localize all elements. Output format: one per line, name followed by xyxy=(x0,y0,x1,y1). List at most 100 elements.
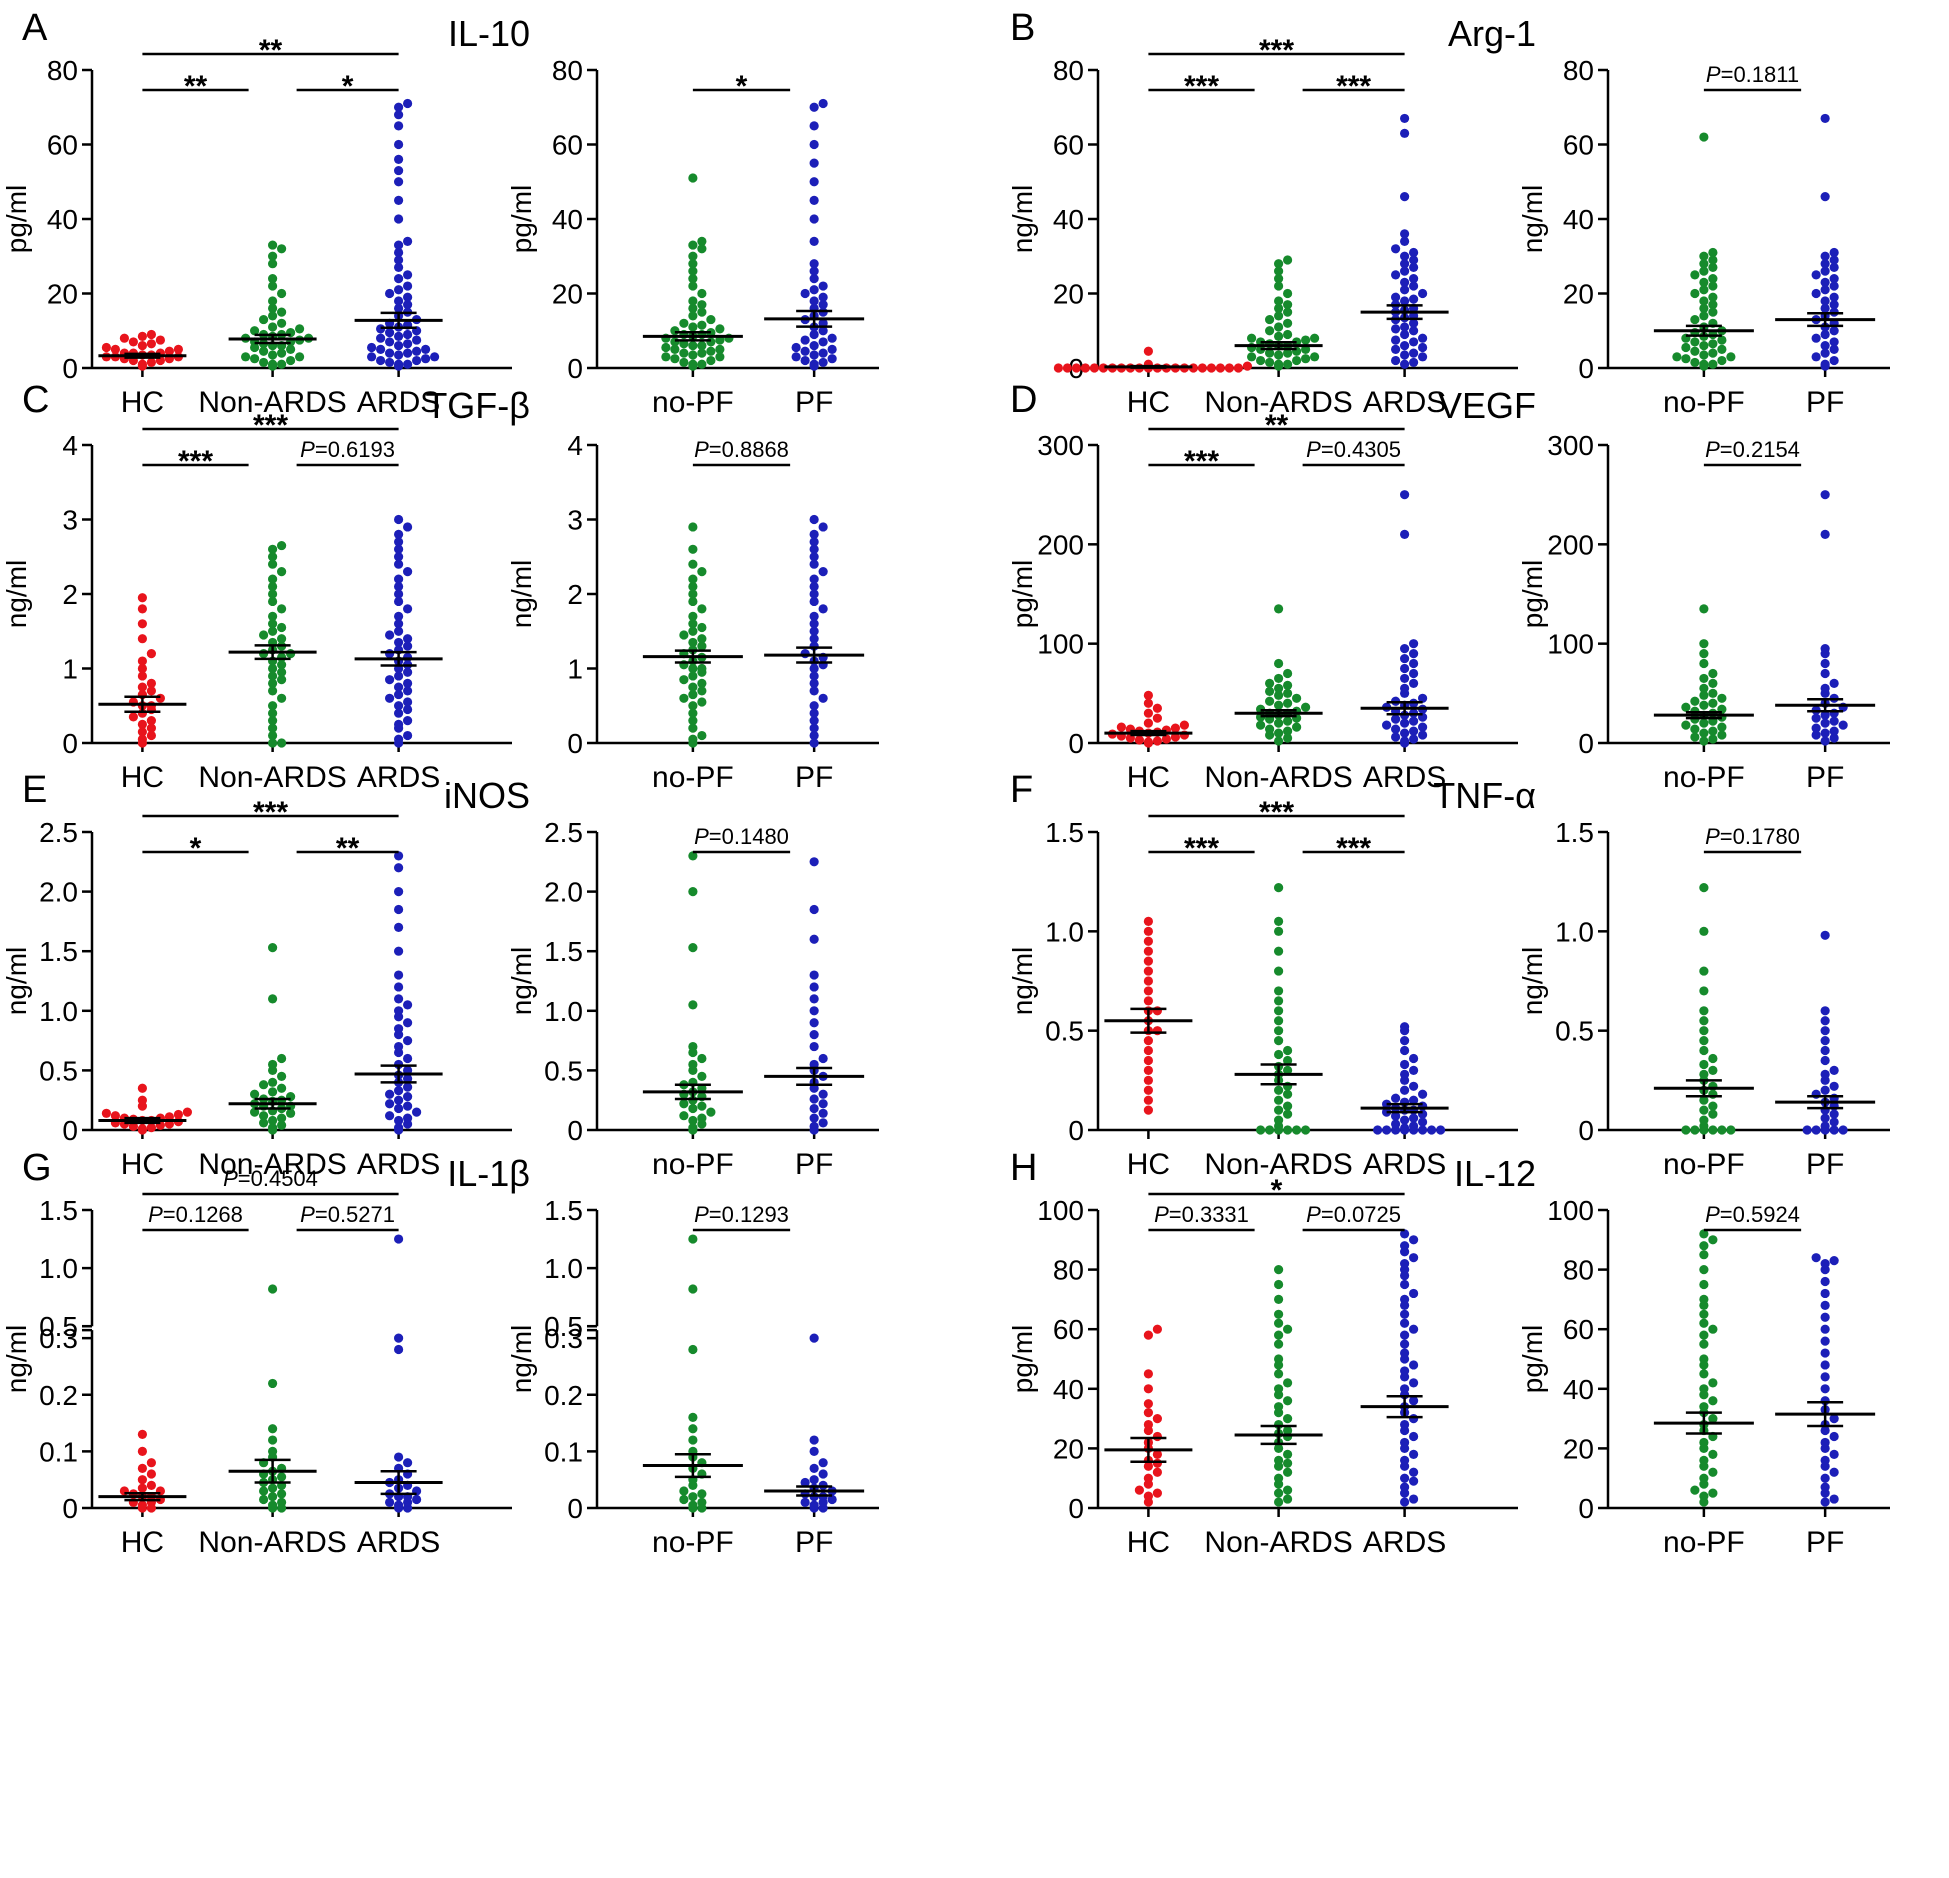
data-point xyxy=(688,341,698,351)
data-point xyxy=(1690,732,1700,742)
data-point xyxy=(1409,1396,1419,1406)
y-tick-label: 60 xyxy=(47,130,78,161)
data-point xyxy=(1699,251,1709,261)
data-point xyxy=(403,1036,413,1046)
p-symbol: P xyxy=(1705,1202,1720,1227)
data-point xyxy=(1409,262,1419,273)
data-point xyxy=(1143,956,1153,966)
data-point xyxy=(146,723,156,733)
data-point xyxy=(1143,1095,1153,1105)
data-point xyxy=(394,1006,404,1016)
data-point xyxy=(1310,352,1320,362)
data-point xyxy=(1143,1075,1153,1085)
data-point xyxy=(1400,728,1410,738)
data-point xyxy=(1811,713,1821,723)
data-point xyxy=(1400,266,1410,276)
data-point xyxy=(688,574,698,584)
data-point xyxy=(1829,337,1839,347)
data-point xyxy=(827,354,837,364)
data-point xyxy=(679,693,689,703)
data-point xyxy=(1829,1431,1839,1442)
data-point xyxy=(1820,296,1830,306)
data-point xyxy=(1717,344,1727,354)
y-axis-label: ng/ml xyxy=(1517,185,1548,253)
data-point xyxy=(1400,1259,1410,1269)
data-point xyxy=(1409,668,1419,679)
data-point xyxy=(809,359,819,369)
data-point xyxy=(1134,735,1144,745)
data-point xyxy=(688,887,698,897)
y-tick-label: 0 xyxy=(1578,1493,1594,1524)
data-point xyxy=(1283,359,1293,369)
data-point xyxy=(394,514,404,525)
data-point xyxy=(277,634,287,644)
data-point xyxy=(1283,1045,1293,1056)
data-point xyxy=(403,1074,413,1084)
data-point xyxy=(1717,335,1727,345)
data-point xyxy=(809,214,819,224)
data-point xyxy=(809,994,819,1004)
data-point xyxy=(1382,1125,1392,1135)
data-point xyxy=(1274,1473,1284,1483)
data-point xyxy=(1274,673,1284,684)
data-point xyxy=(1274,1339,1284,1349)
data-point xyxy=(697,1497,707,1507)
data-point xyxy=(1274,274,1284,284)
data-point xyxy=(1400,341,1410,351)
data-point xyxy=(268,708,278,718)
data-point xyxy=(394,708,404,718)
data-point xyxy=(268,574,278,584)
y-tick-label: 1.5 xyxy=(1045,817,1084,848)
data-point xyxy=(1400,1115,1410,1125)
data-point xyxy=(809,611,819,621)
data-point xyxy=(1699,1279,1709,1290)
data-point xyxy=(1717,1125,1727,1135)
panel-title: TNF-α xyxy=(1433,775,1536,816)
x-category-label: PF xyxy=(1806,1526,1844,1559)
data-point xyxy=(1143,718,1153,728)
data-point xyxy=(1708,1324,1718,1334)
p-value-label: P=0.5271 xyxy=(300,1202,395,1227)
data-point xyxy=(688,522,698,532)
x-category-label: PF xyxy=(1806,386,1844,419)
data-point xyxy=(1708,300,1718,310)
data-point xyxy=(1400,359,1410,369)
data-point xyxy=(403,1000,413,1010)
data-point xyxy=(827,1494,837,1505)
significance-stars: *** xyxy=(253,796,288,829)
data-point xyxy=(809,663,819,674)
data-point xyxy=(715,352,725,362)
data-point xyxy=(1708,281,1718,291)
data-point xyxy=(818,326,828,336)
y-tick-label: 0.2 xyxy=(39,1380,78,1411)
data-point xyxy=(146,1469,156,1479)
data-point xyxy=(1820,1006,1830,1016)
data-point xyxy=(1820,1113,1830,1123)
data-point xyxy=(277,604,287,614)
data-point xyxy=(394,671,404,681)
data-point xyxy=(1152,1431,1162,1442)
data-point xyxy=(394,970,404,980)
p-symbol: P xyxy=(223,1166,238,1191)
data-point xyxy=(394,195,404,205)
data-point xyxy=(809,121,819,131)
data-point xyxy=(1829,733,1839,743)
data-point xyxy=(1274,1016,1284,1026)
data-point xyxy=(137,604,147,614)
data-point xyxy=(1820,266,1830,276)
data-point xyxy=(277,738,287,748)
data-point xyxy=(1400,1294,1410,1304)
data-point xyxy=(1829,1256,1839,1266)
panel-title: IL-1β xyxy=(447,1153,530,1194)
data-point xyxy=(394,701,404,711)
data-point xyxy=(250,1107,260,1117)
data-point xyxy=(1373,1125,1383,1135)
data-point xyxy=(1283,288,1293,299)
data-point xyxy=(1283,1414,1293,1424)
data-point xyxy=(1409,318,1419,328)
data-point xyxy=(800,355,810,366)
data-point xyxy=(1274,1036,1284,1046)
significance-stars: ** xyxy=(336,832,360,865)
data-point xyxy=(1717,722,1727,732)
